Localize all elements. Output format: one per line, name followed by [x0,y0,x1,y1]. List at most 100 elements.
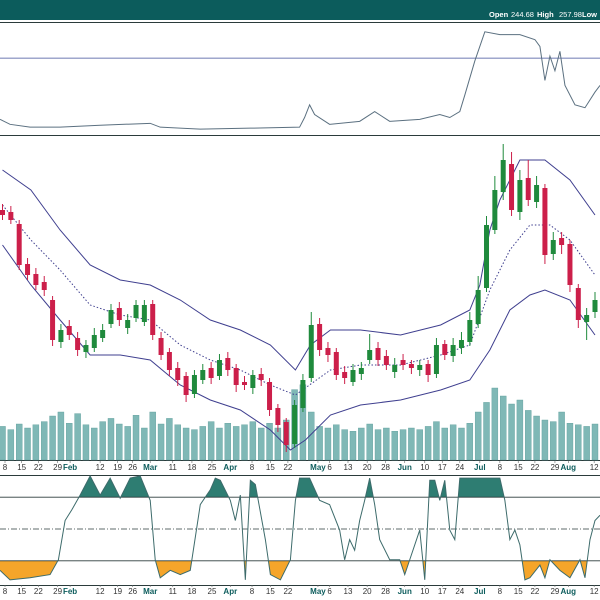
x-tick-label: 22 [283,463,292,472]
candle-body [183,376,189,395]
volume-bar [583,426,590,461]
volume-bar [141,427,148,461]
volume-bar [591,423,599,461]
candle-body [75,338,81,350]
volume-bar [466,423,474,461]
volume-bar [333,424,340,461]
candle-body [66,326,72,335]
volume-bar [458,427,465,461]
x-month-label: Mar [143,463,157,472]
volume-bar [374,429,382,461]
candle-body [358,368,364,374]
quote-label: Open [489,10,509,19]
x-month-label: Apr [223,587,237,596]
volume-bar [132,415,140,461]
volume-bar [107,418,115,461]
volume-bar [449,424,457,461]
volume-bar [308,411,315,461]
volume-bar [32,424,40,461]
candle-body [33,274,39,285]
band-lower [2,244,596,451]
x-tick-label: 11 [169,463,178,472]
x-tick-label: 28 [381,587,390,596]
x-tick-label: 22 [530,463,539,472]
x-tick-label: 6 [327,587,332,596]
band-upper [2,159,596,371]
quote-value: 244.68 [511,10,534,19]
quote-label: High [537,10,554,19]
volume-bar [541,419,549,461]
volume-bar [149,411,156,461]
x-tick-label: 22 [34,463,43,472]
volume-bar [116,423,123,461]
candle-body [584,315,590,322]
x-tick-label: 15 [17,587,26,596]
candle-body [58,330,64,342]
candle-body [150,304,156,335]
indicator-line [0,474,600,581]
x-month-label: Aug [561,587,577,596]
volume-bar [491,387,499,461]
volume-bar [316,426,323,461]
volume-bar [157,423,165,461]
volume-bar [341,429,348,461]
volume-bar [241,424,248,461]
candle-body [283,422,289,445]
x-tick-label: 15 [514,463,523,472]
candle-body [267,382,273,410]
candle-body [83,345,89,352]
candle-body [509,164,515,210]
candle-body [233,368,239,385]
band-middle [2,204,596,396]
volume-bar [216,427,223,461]
candle-body [383,356,389,365]
volume-bar [199,426,206,461]
candle-body [0,210,6,215]
volume-bar [191,429,198,461]
x-tick-label: 10 [420,587,429,596]
volume-bar [474,411,482,461]
candle-body [442,344,448,355]
volume-bar [266,423,273,461]
x-tick-label: 29 [53,587,62,596]
x-month-label: Jul [474,587,486,596]
x-tick-label: 19 [113,463,122,472]
x-tick-label: 24 [455,463,464,472]
candle-body [575,288,581,320]
x-month-label: Feb [63,587,77,596]
x-tick-label: 22 [283,587,292,596]
volume-bar [566,423,574,461]
volume-bar [66,423,73,461]
x-tick-label: 8 [3,463,8,472]
volume-bar [124,426,131,461]
x-tick-label: 13 [344,587,353,596]
volume-bar [41,421,48,461]
x-tick-label: 20 [363,463,372,472]
x-month-label: Mar [143,587,157,596]
candle-body [458,340,464,348]
candle-body [242,382,248,385]
candle-body [325,348,331,355]
candle-body [141,305,147,322]
x-tick-label: 29 [53,463,62,472]
candle-body [300,380,306,408]
candle-body [16,224,22,265]
candle-body [350,370,356,382]
volume-bar [224,423,232,461]
x-tick-label: 11 [169,587,178,596]
volume-bar [15,423,23,461]
volume-bar [516,399,524,461]
volume-bar [82,424,90,461]
candle-body [433,345,439,374]
candle-body [250,375,256,388]
volume-bar [483,402,490,461]
candle-body [392,365,398,372]
x-tick-label: 12 [590,587,599,596]
x-tick-label: 29 [550,587,559,596]
overbought-area [0,476,600,498]
x-tick-label: 20 [363,587,372,596]
x-month-label: May [310,463,326,472]
header-bar [0,0,600,20]
candle-body [191,375,197,394]
